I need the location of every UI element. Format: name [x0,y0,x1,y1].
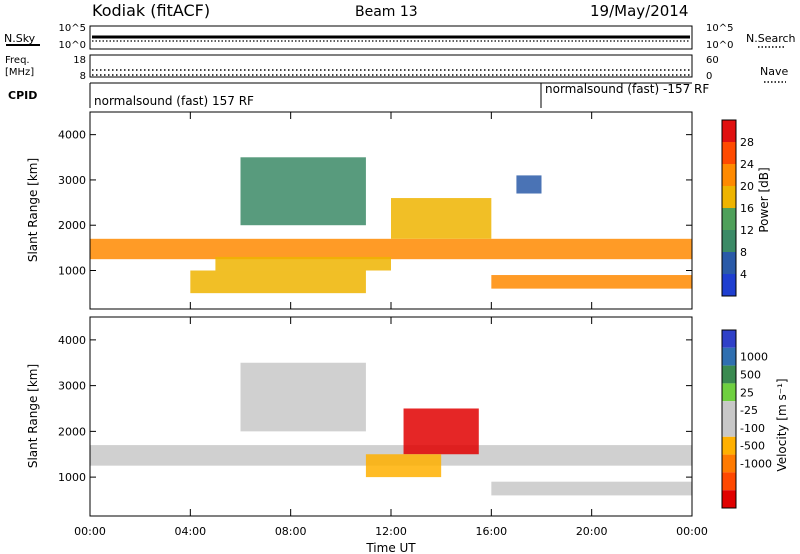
power-band [391,198,492,239]
nave-axis-top: 60 [706,55,719,66]
power-colorbar: 4 8 12 16 20 24 28 [721,119,754,297]
velocity-ytick-label: 3000 [58,380,86,393]
power-colorbar-tick: 20 [740,180,754,193]
x-tick-label: 04:00 [174,525,206,538]
power-band [516,175,542,194]
velocity-ylabel: Slant Range [km] [26,364,40,468]
noise-axis-top-right: 10^5 [706,23,733,34]
x-tick-label: 12:00 [375,525,407,538]
velocity-band [365,454,442,478]
velocity-band [491,481,692,496]
noise-axis-bottom-left: 10^0 [59,40,86,51]
velocity-band [403,408,479,455]
noise-axis-top-left: 10^5 [59,23,86,34]
velocity-colorbar-tick: 1000 [740,351,768,364]
power-band [240,157,366,226]
noise-panel [89,25,693,50]
velocity-ytick-label: 2000 [58,425,86,438]
x-tick-label: 00:00 [74,525,106,538]
power-ytick-label: 4000 [58,129,86,142]
x-tick-label: 00:00 [676,525,708,538]
x-tick-label: 08:00 [275,525,307,538]
x-tick-label: 20:00 [576,525,608,538]
power-colorbar-tick: 24 [740,158,754,171]
power-colorbar-tick: 28 [740,136,754,149]
power-colorbar-segment [722,142,736,164]
noise-series [92,35,690,42]
velocity-colorbar-tick: -500 [740,440,765,453]
x-axis-label: Time UT [365,541,416,554]
velocity-colorbar: 1000 500 25 -25 -100 -500 -1000 [721,329,772,509]
power-colorbar-segment [722,120,736,142]
power-band [491,275,692,289]
velocity-colorbar-label: Velocity [m s⁻¹] [775,378,789,471]
power-colorbar-tick: 12 [740,224,754,237]
cpid-label: CPID [8,89,37,102]
power-band [90,238,692,260]
velocity-colorbar-segment [722,401,736,419]
velocity-colorbar-frame [721,329,737,509]
velocity-band [240,362,366,432]
power-colorbar-label: Power [dB] [757,167,771,232]
velocity-x-axis: 00:00 04:00 08:00 12:00 16:00 20:00 00:00 [74,317,708,538]
velocity-colorbar-segment [722,419,736,437]
velocity-colorbar-segment [722,436,736,455]
freq-axis-bottom: 8 [80,71,86,82]
power-band [190,270,366,294]
power-colorbar-segment [722,252,736,274]
freq-label: Freq. [5,55,30,66]
cpid-segment-1: normalsound (fast) 157 RF [94,94,254,108]
date-title: 19/May/2014 [590,2,688,20]
power-colorbar-tick: 4 [740,268,747,281]
beam-title: Beam 13 [355,4,418,20]
velocity-colorbar-segment [722,365,736,384]
velocity-colorbar-segment [722,347,736,366]
velocity-colorbar-segment [722,330,736,348]
power-ytick-label: 3000 [58,174,86,187]
velocity-colorbar-tick: 25 [740,386,754,399]
power-y-axis: 1000 2000 3000 4000 [58,129,692,278]
nave-axis-bottom: 0 [706,71,712,82]
noise-axis-bottom-right: 10^0 [706,40,733,51]
nave-label: Nave [760,65,788,78]
velocity-colorbar-segment [722,472,736,491]
velocity-colorbar-tick: -25 [740,404,758,417]
cpid-segment-2: normalsound (fast) -157 RF [545,82,709,96]
power-band [215,256,391,271]
power-colorbar-tick: 8 [740,246,747,259]
station-title: Kodiak (fitACF) [92,1,210,20]
power-colorbar-segment [722,274,736,296]
power-colorbar-frame [721,119,737,297]
velocity-colorbar-segment [722,490,736,508]
freq-unit-label: [MHz] [5,67,34,78]
velocity-y-axis: 1000 2000 3000 4000 [58,334,692,484]
velocity-colorbar-tick: -1000 [740,458,772,471]
power-colorbar-segment [722,186,736,208]
power-x-ticks [89,112,693,309]
nsky-label: N.Sky [4,32,36,45]
power-heatmap [90,157,692,294]
freq-panel [89,54,693,78]
power-colorbar-segment [722,164,736,186]
x-tick-label: 16:00 [475,525,507,538]
velocity-colorbar-tick: 500 [740,369,761,382]
velocity-ytick-label: 1000 [58,471,86,484]
power-colorbar-tick: 16 [740,202,754,215]
power-colorbar-segment [722,208,736,230]
velocity-colorbar-segment [722,454,736,473]
power-colorbar-segment [722,230,736,252]
nsearch-label: N.Search [746,32,796,45]
velocity-ytick-label: 4000 [58,334,86,347]
velocity-heatmap [90,362,692,496]
power-ytick-label: 1000 [58,265,86,278]
freq-axis-top: 18 [73,55,86,66]
power-ylabel: Slant Range [km] [26,158,40,262]
velocity-colorbar-segment [722,383,736,402]
velocity-colorbar-tick: -100 [740,422,765,435]
power-ytick-label: 2000 [58,219,86,232]
